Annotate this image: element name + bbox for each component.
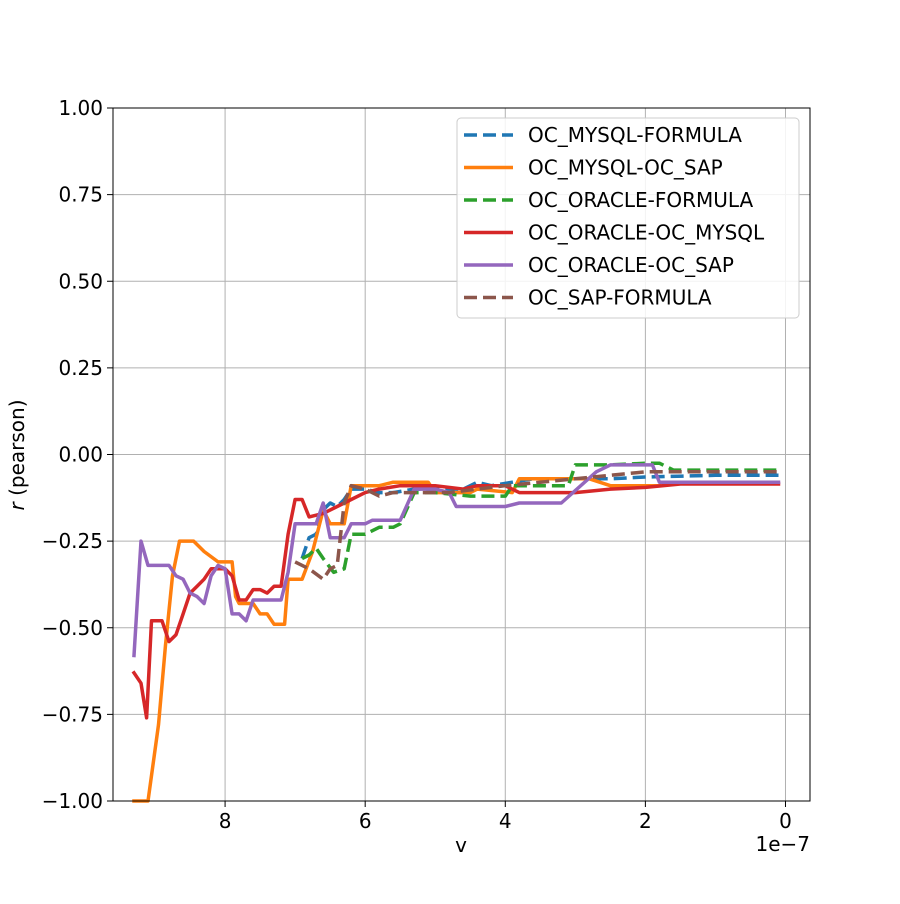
y-axis-label: r (pearson) xyxy=(5,399,29,510)
x-offset-label: 1e−7 xyxy=(755,832,810,856)
y-axis-label-text: (pearson) xyxy=(5,399,29,502)
series-line-oc-sap-formula xyxy=(295,472,778,579)
legend-label: OC_MYSQL-OC_SAP xyxy=(528,156,723,180)
x-tick-label: 8 xyxy=(219,809,232,833)
x-tick-label: 2 xyxy=(639,809,652,833)
legend-label: OC_ORACLE-OC_SAP xyxy=(528,253,734,277)
legend-label: OC_SAP-FORMULA xyxy=(528,286,712,310)
y-tick-label: −0.75 xyxy=(42,702,103,726)
x-axis-label: v xyxy=(455,833,467,857)
series-layer xyxy=(134,463,779,801)
y-tick-label: −0.50 xyxy=(42,616,103,640)
legend: OC_MYSQL-FORMULA OC_MYSQL-OC_SAP OC_ORACLE… xyxy=(457,118,799,318)
x-tick-label: 0 xyxy=(779,809,792,833)
y-tick-label: 0.00 xyxy=(58,443,103,467)
legend-label: OC_MYSQL-FORMULA xyxy=(528,123,742,147)
y-tick-label: 0.50 xyxy=(58,269,103,293)
y-tick-label: −1.00 xyxy=(42,789,103,813)
y-tick-label: 0.75 xyxy=(58,183,103,207)
x-tick-label: 4 xyxy=(499,809,512,833)
legend-label: OC_ORACLE-OC_MYSQL xyxy=(528,221,765,245)
series-line-oc-mysql-formula xyxy=(302,475,778,558)
x-tick-label: 6 xyxy=(359,809,372,833)
y-tick-label: −0.25 xyxy=(42,529,103,553)
y-tick-label: 1.00 xyxy=(58,96,103,120)
y-tick-label: 0.25 xyxy=(58,356,103,380)
legend-label: OC_ORACLE-FORMULA xyxy=(528,188,753,212)
